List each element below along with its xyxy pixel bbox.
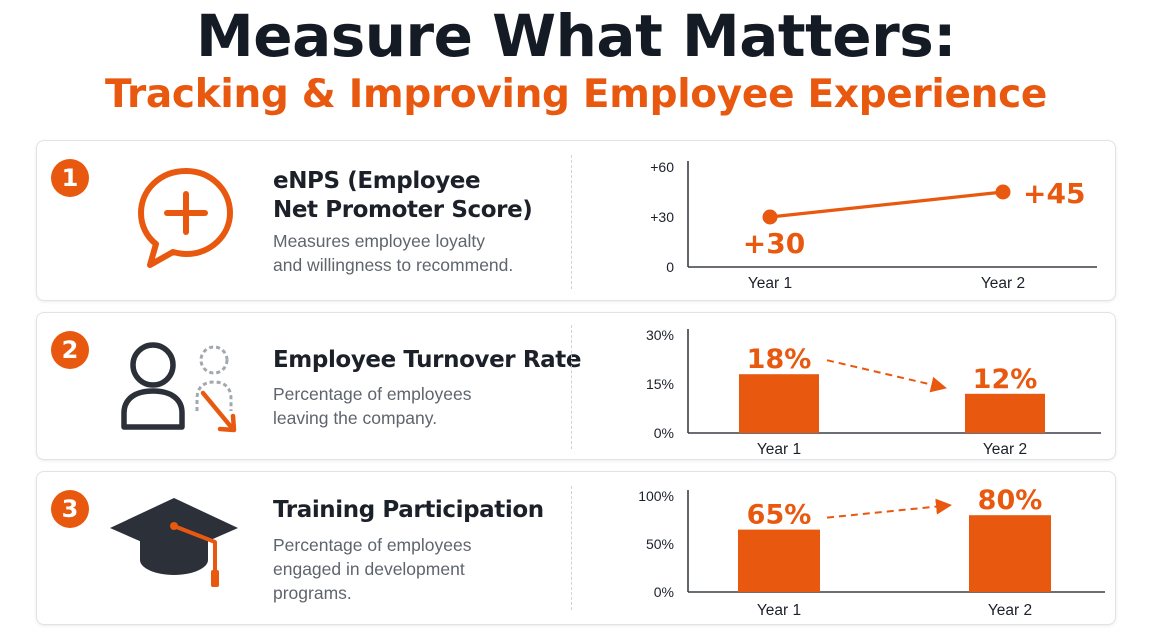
page-subtitle: Tracking & Improving Employee Experience bbox=[104, 72, 1048, 117]
metric-number-badge: 3 bbox=[51, 490, 89, 528]
metric-description-line: leaving the company. bbox=[273, 408, 438, 428]
metric-card-enps: 1 eNPS (Employee Net Promoter Score) Mea… bbox=[36, 140, 1116, 301]
metric-title: Employee Turnover Rate bbox=[273, 346, 581, 375]
turnover-bar-chart: 0% 15% 30% Year 1 Year 2 18% 12% bbox=[646, 327, 1101, 458]
training-bar-chart: 0% 50% 100% Year 1 Year 2 65% 80% bbox=[638, 485, 1105, 619]
metric-description-line: Percentage of employees bbox=[273, 384, 472, 404]
data-point bbox=[762, 209, 778, 225]
bar bbox=[965, 393, 1045, 433]
metric-description-line: and willingness to recommend. bbox=[273, 255, 514, 275]
x-tick-label: Year 2 bbox=[988, 602, 1032, 619]
x-tick-label: Year 2 bbox=[981, 275, 1025, 292]
y-tick-label: 100% bbox=[638, 488, 674, 504]
data-label: +30 bbox=[743, 227, 805, 260]
bar bbox=[969, 515, 1051, 592]
y-tick-label: 0 bbox=[666, 259, 674, 275]
metric-card-turnover: 2 Employee Turnover Rate Percentage of e… bbox=[36, 312, 1116, 460]
metric-title-line: eNPS (Employee bbox=[273, 168, 481, 194]
bar bbox=[738, 529, 820, 592]
data-label: 80% bbox=[978, 485, 1043, 516]
metric-description-line: Measures employee loyalty bbox=[273, 231, 486, 251]
metric-description: Percentage of employees engaged in devel… bbox=[273, 533, 471, 605]
x-tick-label: Year 1 bbox=[757, 441, 801, 458]
metric-title-line: Net Promoter Score) bbox=[273, 197, 533, 223]
card-divider bbox=[571, 155, 572, 289]
card-divider bbox=[571, 486, 572, 610]
page-title: Measure What Matters: bbox=[196, 2, 956, 70]
y-tick-label: 0% bbox=[654, 584, 674, 600]
y-tick-label: 50% bbox=[646, 536, 674, 552]
x-tick-label: Year 2 bbox=[983, 441, 1027, 458]
y-tick-label: +60 bbox=[650, 159, 674, 175]
card-divider bbox=[571, 325, 572, 449]
metric-title-line: Employee Turnover Rate bbox=[273, 347, 582, 373]
data-label: 65% bbox=[747, 500, 812, 531]
metric-title: Training Participation bbox=[273, 496, 544, 525]
metric-description-line: Percentage of employees bbox=[273, 535, 472, 555]
metric-title-line: Training Participation bbox=[273, 497, 544, 523]
metric-description-line: engaged in development bbox=[273, 559, 465, 579]
graduation-cap-icon bbox=[110, 498, 238, 587]
bar bbox=[739, 374, 819, 433]
metric-description: Percentage of employees leaving the comp… bbox=[273, 382, 471, 430]
person-leaving-icon bbox=[121, 342, 237, 433]
metric-description-line: programs. bbox=[273, 583, 352, 603]
chat-plus-icon bbox=[138, 168, 233, 268]
metric-number-badge: 1 bbox=[51, 159, 89, 197]
data-label: 18% bbox=[747, 344, 812, 375]
data-label: +45 bbox=[1023, 177, 1085, 210]
y-tick-label: +30 bbox=[650, 209, 674, 225]
metric-description: Measures employee loyalty and willingnes… bbox=[273, 229, 513, 277]
x-tick-label: Year 1 bbox=[748, 275, 792, 292]
y-tick-label: 15% bbox=[646, 376, 674, 392]
metric-number-badge: 2 bbox=[51, 331, 89, 369]
metric-title: eNPS (Employee Net Promoter Score) bbox=[273, 167, 533, 225]
trend-arrow bbox=[826, 498, 952, 519]
x-tick-label: Year 1 bbox=[757, 602, 801, 619]
data-label: 12% bbox=[973, 364, 1038, 395]
metric-card-training: 3 Training Participation Percentage of e… bbox=[36, 471, 1116, 625]
enps-line-chart: 0 +30 +60 Year 1 Year 2 +30 +45 bbox=[650, 159, 1097, 292]
trend-arrow bbox=[826, 359, 947, 393]
y-tick-label: 0% bbox=[654, 425, 674, 441]
data-point bbox=[995, 184, 1011, 200]
series-line bbox=[769, 190, 1004, 219]
y-tick-label: 30% bbox=[646, 327, 674, 343]
